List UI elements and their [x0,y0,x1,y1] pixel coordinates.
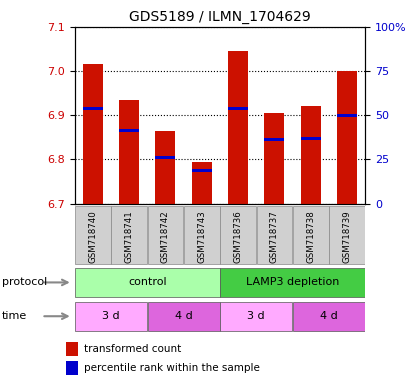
Bar [111,206,147,264]
Title: GDS5189 / ILMN_1704629: GDS5189 / ILMN_1704629 [129,10,311,25]
Bar [119,129,139,132]
Bar [66,361,78,375]
Bar [66,342,78,356]
Text: GSM718737: GSM718737 [270,210,279,263]
Text: 3 d: 3 d [247,311,265,321]
Bar [301,106,321,204]
Bar [75,301,147,331]
Bar [228,107,248,110]
Bar [156,156,176,159]
Bar [337,114,357,117]
Bar [192,162,212,204]
Bar [184,206,220,264]
Text: control: control [128,277,167,288]
Bar [220,206,256,264]
Bar [83,65,103,204]
Bar [83,107,103,110]
Text: 4 d: 4 d [320,311,338,321]
Text: time: time [2,311,27,321]
Bar [148,301,220,331]
Bar [119,100,139,204]
Bar [293,301,365,331]
Bar [148,206,183,264]
Bar [228,51,248,204]
Bar [220,268,365,297]
Text: protocol: protocol [2,277,47,288]
Text: GSM718736: GSM718736 [234,210,243,263]
Bar [192,169,212,172]
Text: LAMP3 depletion: LAMP3 depletion [246,277,339,288]
Text: GSM718741: GSM718741 [124,210,134,263]
Text: 3 d: 3 d [102,311,120,321]
Bar [301,137,321,140]
Bar [156,131,176,204]
Text: percentile rank within the sample: percentile rank within the sample [84,363,260,373]
Text: GSM718742: GSM718742 [161,210,170,263]
Bar [264,113,284,204]
Text: GSM718740: GSM718740 [88,210,98,263]
Bar [75,268,220,297]
Bar [256,206,292,264]
Bar [75,206,111,264]
Text: 4 d: 4 d [175,311,193,321]
Text: GSM718743: GSM718743 [197,210,206,263]
Bar [293,206,329,264]
Text: transformed count: transformed count [84,344,181,354]
Text: GSM718739: GSM718739 [342,210,352,263]
Text: GSM718738: GSM718738 [306,210,315,263]
Bar [264,138,284,141]
Bar [337,71,357,204]
Bar [329,206,365,264]
Bar [220,301,292,331]
